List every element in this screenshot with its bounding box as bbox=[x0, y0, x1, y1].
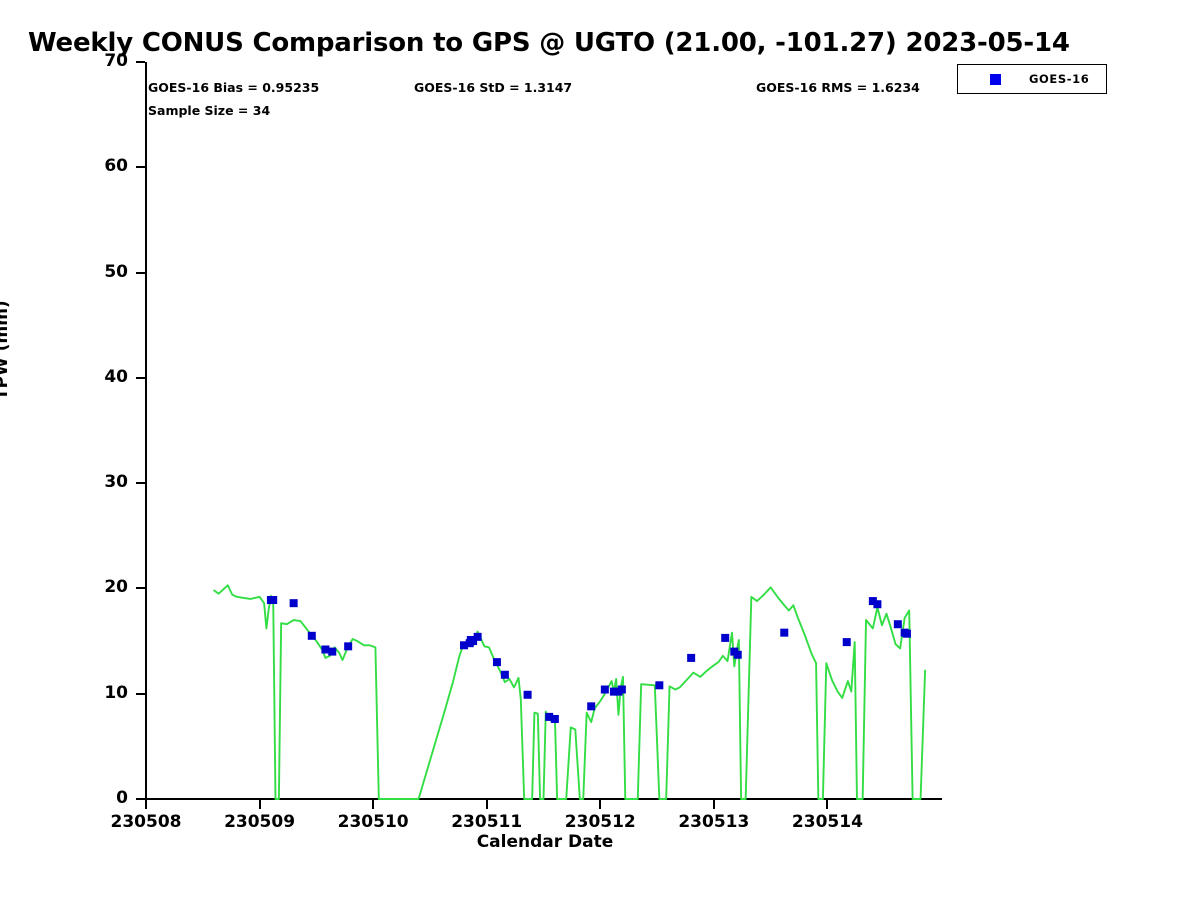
x-tick-label: 230514 bbox=[791, 812, 863, 832]
data-point-marker bbox=[600, 685, 609, 694]
data-point-marker bbox=[780, 628, 789, 637]
x-tick bbox=[826, 800, 829, 809]
y-tick bbox=[136, 271, 145, 274]
x-axis-label: Calendar Date bbox=[476, 832, 614, 852]
data-point-marker bbox=[687, 653, 696, 662]
x-tick bbox=[258, 800, 261, 809]
data-point-marker bbox=[868, 597, 877, 606]
y-tick bbox=[136, 376, 145, 379]
y-tick-label: 60 bbox=[104, 156, 128, 177]
legend-label-goes16: GOES-16 bbox=[1029, 72, 1090, 86]
y-tick-label: 30 bbox=[104, 472, 128, 493]
y-tick-label: 20 bbox=[104, 577, 128, 598]
x-tick-label: 230511 bbox=[451, 812, 523, 832]
legend-swatch-goes16 bbox=[990, 73, 1001, 85]
data-point-marker bbox=[328, 647, 337, 656]
data-point-marker bbox=[500, 670, 509, 679]
page-title: Weekly CONUS Comparison to GPS @ UGTO (2… bbox=[28, 28, 1070, 58]
x-tick-label: 230510 bbox=[337, 812, 409, 832]
data-point-marker bbox=[655, 681, 664, 690]
data-point-marker bbox=[289, 599, 298, 608]
data-point-marker bbox=[893, 620, 902, 629]
data-point-marker bbox=[902, 629, 911, 638]
data-point-marker bbox=[550, 714, 559, 723]
x-tick-label: 230512 bbox=[564, 812, 636, 832]
x-tick bbox=[372, 800, 375, 809]
series-goes16-markers bbox=[266, 596, 911, 723]
data-point-marker bbox=[344, 642, 353, 651]
x-tick-label: 230509 bbox=[224, 812, 296, 832]
y-axis-line bbox=[145, 62, 147, 801]
stat-sample-size: Sample Size = 34 bbox=[148, 103, 271, 118]
data-point-marker bbox=[587, 702, 596, 711]
x-tick-label: 230513 bbox=[678, 812, 750, 832]
y-tick bbox=[136, 692, 145, 695]
y-tick-label: 0 bbox=[116, 788, 128, 808]
legend: GOES-16 bbox=[957, 64, 1107, 94]
data-point-marker bbox=[307, 631, 316, 640]
y-tick bbox=[136, 798, 145, 800]
data-point-marker bbox=[466, 636, 475, 645]
x-tick bbox=[599, 800, 602, 809]
data-point-marker bbox=[609, 687, 618, 696]
x-tick bbox=[485, 800, 488, 809]
y-tick bbox=[136, 482, 145, 485]
x-tick bbox=[712, 800, 715, 809]
y-tick bbox=[136, 166, 145, 169]
y-tick-label: 70 bbox=[104, 51, 128, 71]
data-point-marker bbox=[617, 685, 626, 694]
data-point-marker bbox=[842, 638, 851, 647]
y-tick bbox=[136, 61, 145, 63]
data-point-marker bbox=[269, 596, 278, 605]
y-tick-label: 50 bbox=[104, 261, 128, 282]
x-tick-label: 230508 bbox=[110, 812, 182, 832]
data-point-marker bbox=[721, 633, 730, 642]
series-gps-line bbox=[213, 584, 927, 800]
data-point-marker bbox=[321, 645, 330, 654]
data-point-marker bbox=[545, 712, 554, 721]
data-point-marker bbox=[733, 650, 742, 659]
data-point-marker bbox=[492, 658, 501, 667]
data-point-marker bbox=[873, 600, 882, 609]
data-point-marker bbox=[523, 690, 532, 699]
data-point-marker bbox=[473, 632, 482, 641]
y-tick-label: 40 bbox=[104, 366, 128, 387]
y-tick-label: 10 bbox=[104, 682, 128, 703]
y-tick bbox=[136, 587, 145, 590]
x-tick bbox=[145, 800, 147, 809]
stat-std: GOES-16 StD = 1.3147 bbox=[414, 80, 573, 95]
data-point-marker bbox=[460, 641, 468, 650]
stat-bias: GOES-16 Bias = 0.95235 bbox=[148, 80, 320, 95]
stat-rms: GOES-16 RMS = 1.6234 bbox=[756, 80, 920, 95]
